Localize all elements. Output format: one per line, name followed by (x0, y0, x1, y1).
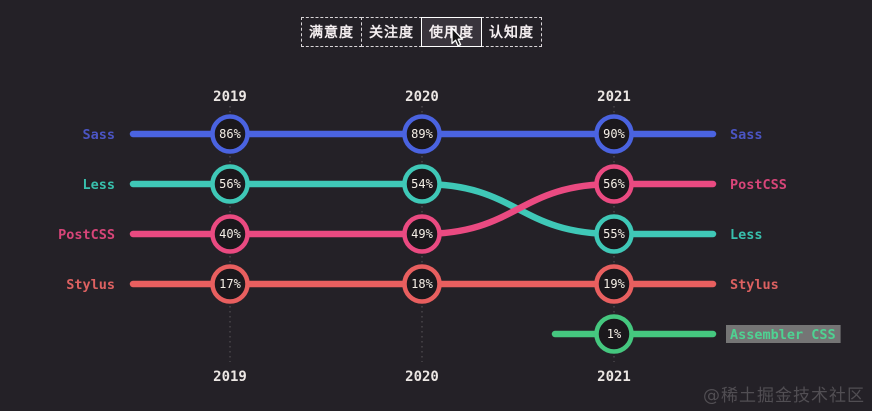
series-label-right-stylus[interactable]: Stylus (730, 277, 779, 293)
series-label-left-stylus[interactable]: Stylus (66, 277, 115, 293)
data-point-value: 18% (411, 277, 433, 291)
data-point-sass-2019[interactable] (210, 114, 250, 154)
data-point-less-2021[interactable] (594, 214, 634, 254)
tab-usage[interactable]: 使用度 (421, 17, 482, 47)
series-label-left-sass[interactable]: Sass (82, 127, 115, 143)
data-point-stylus-2020[interactable] (402, 264, 442, 304)
series-label-right-sass[interactable]: Sass (730, 127, 763, 143)
data-point-less-2020[interactable] (402, 164, 442, 204)
data-point-value: 55% (603, 227, 625, 241)
series-label-right-less[interactable]: Less (730, 227, 763, 243)
series-label-right-postcss[interactable]: PostCSS (730, 177, 787, 193)
year-label-bottom-2020: 2020 (405, 369, 439, 385)
data-point-postcss-2020[interactable] (402, 214, 442, 254)
watermark: @稀土掘金技术社区 (703, 386, 865, 406)
series-label-highlight-assembler-css (726, 325, 841, 343)
data-point-value: 56% (219, 177, 241, 191)
data-point-value: 17% (219, 277, 241, 291)
data-point-value: 40% (219, 227, 241, 241)
series-label-right-assembler-css[interactable]: Assembler CSS (730, 327, 836, 343)
series-label-left-postcss[interactable]: PostCSS (58, 227, 115, 243)
series-label-left-less[interactable]: Less (82, 177, 115, 193)
data-point-value: 1% (607, 327, 622, 341)
data-point-assembler-css-2021[interactable] (594, 314, 634, 354)
data-point-stylus-2019[interactable] (210, 264, 250, 304)
data-point-postcss-2019[interactable] (210, 214, 250, 254)
data-point-sass-2021[interactable] (594, 114, 634, 154)
data-point-less-2019[interactable] (210, 164, 250, 204)
data-point-stylus-2021[interactable] (594, 264, 634, 304)
data-point-sass-2020[interactable] (402, 114, 442, 154)
data-point-value: 89% (411, 127, 433, 141)
data-point-postcss-2021[interactable] (594, 164, 634, 204)
data-point-value: 86% (219, 127, 241, 141)
data-point-value: 49% (411, 227, 433, 241)
year-label-bottom-2019: 2019 (213, 369, 247, 385)
data-point-value: 56% (603, 177, 625, 191)
data-point-value: 19% (603, 277, 625, 291)
year-label-top-2019: 2019 (213, 89, 247, 105)
year-label-bottom-2021: 2021 (597, 369, 631, 385)
year-label-top-2020: 2020 (405, 89, 439, 105)
data-point-value: 54% (411, 177, 433, 191)
year-label-top-2021: 2021 (597, 89, 631, 105)
data-point-value: 90% (603, 127, 625, 141)
